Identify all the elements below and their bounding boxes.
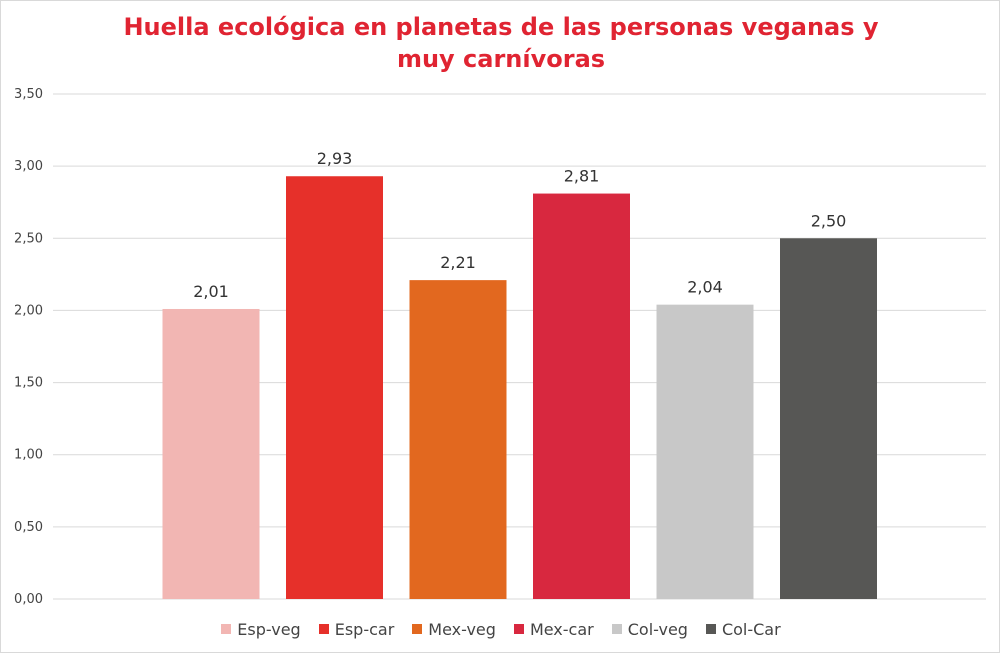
legend-swatch xyxy=(513,624,524,634)
legend-swatch xyxy=(611,624,622,634)
legend-item-col-veg: Col-veg xyxy=(611,619,688,639)
y-tick-label: 0,00 xyxy=(14,592,43,607)
chart-legend: Esp-veg Esp-car Mex-veg Mex-car Col-veg Col-C… xyxy=(1,619,1000,639)
chart-title: Huella ecológica en planetas de las pers… xyxy=(1,11,1000,75)
legend-swatch xyxy=(705,624,716,634)
legend-label: Esp-veg xyxy=(237,619,301,639)
bar-col-veg xyxy=(656,304,754,599)
legend-item-esp-veg: Esp-veg xyxy=(221,619,301,639)
legend-item-mex-car: Mex-car xyxy=(513,619,594,639)
legend-item-esp-car: Esp-car xyxy=(318,619,395,639)
bar-col-car xyxy=(780,238,877,600)
data-label: 2,01 xyxy=(193,282,229,301)
data-label: 2,04 xyxy=(687,278,723,297)
y-tick-label: 0,50 xyxy=(14,520,43,535)
bar-esp-veg xyxy=(162,308,260,599)
legend-label: Col-veg xyxy=(627,619,688,639)
legend-label: Mex-car xyxy=(529,619,594,639)
y-tick-label: 3,00 xyxy=(14,159,43,174)
data-label: 2,81 xyxy=(564,167,600,186)
legend-swatch xyxy=(412,624,423,634)
data-label: 2,93 xyxy=(317,149,353,168)
data-label: 2,50 xyxy=(811,211,847,230)
bar-mex-car xyxy=(533,193,630,600)
legend-item-mex-veg: Mex-veg xyxy=(412,620,496,639)
bar-esp-car xyxy=(286,176,383,599)
y-tick-label: 1,50 xyxy=(14,376,43,391)
legend-item-col-car: Col-Car xyxy=(705,619,781,639)
legend-label: Col-Car xyxy=(721,619,781,639)
legend-label: Esp-car xyxy=(334,619,395,639)
y-tick-label: 1,00 xyxy=(14,448,43,463)
y-tick-label: 2,50 xyxy=(14,231,43,246)
chart-title-line-2: muy carnívoras xyxy=(396,45,606,73)
legend-swatch xyxy=(221,624,232,634)
chart-title-line-1: Huella ecológica en planetas de las pers… xyxy=(123,13,879,41)
data-label: 2,21 xyxy=(440,253,476,272)
legend-label: Mex-veg xyxy=(428,619,496,639)
bar-mex-veg xyxy=(409,280,507,599)
y-tick-label: 3,50 xyxy=(14,87,43,102)
legend-swatch xyxy=(318,624,329,634)
y-tick-label: 2,00 xyxy=(14,303,43,318)
